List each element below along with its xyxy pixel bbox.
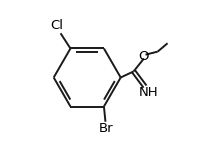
Text: NH: NH (139, 86, 159, 99)
Text: Br: Br (99, 122, 113, 135)
Text: Cl: Cl (50, 20, 63, 32)
Text: O: O (139, 50, 149, 63)
